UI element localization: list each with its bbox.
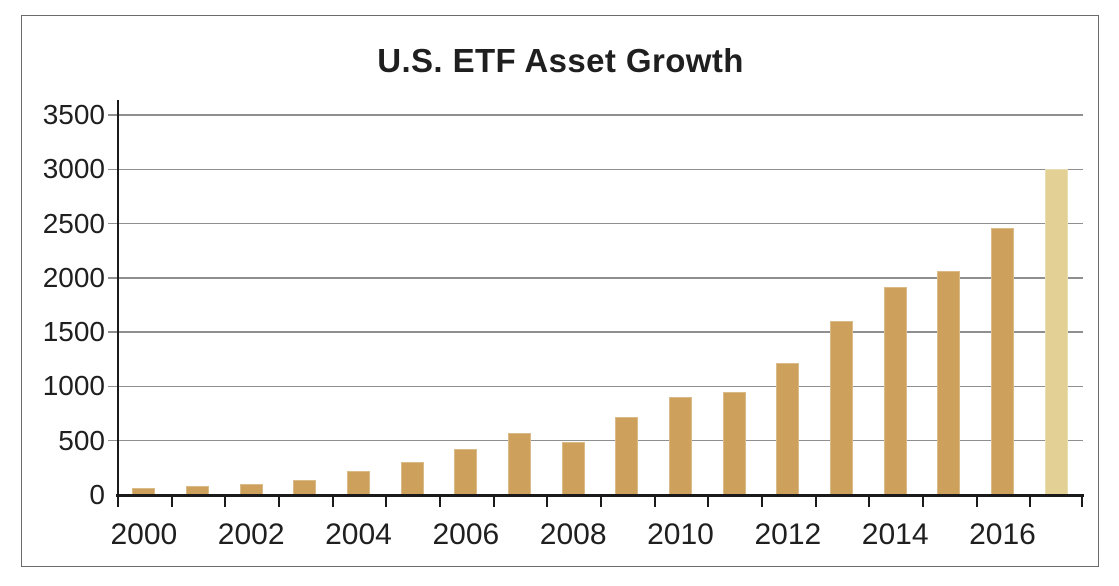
x-tick: [331, 495, 334, 507]
y-axis-label-2000: 2000: [42, 261, 105, 293]
y-axis-label-2500: 2500: [42, 207, 105, 239]
y-axis-label-3500: 3500: [42, 99, 105, 130]
y-axis-labels: 0 500 1000 1500 2000 2500 3000 3500: [20, 99, 105, 510]
x-tick: [975, 495, 978, 507]
x-axis-label-2002: 2002: [217, 518, 285, 551]
bar-2013[interactable]: [830, 321, 853, 495]
x-axis-label-2012: 2012: [754, 518, 822, 551]
x-tick: [117, 495, 119, 507]
y-axis-label-500: 500: [58, 424, 105, 456]
x-tick: [385, 495, 388, 507]
bar-2009[interactable]: [615, 417, 639, 495]
x-tick: [922, 495, 924, 507]
x-tick: [761, 495, 763, 507]
x-axis-label-2008: 2008: [539, 518, 607, 551]
x-tick: [653, 495, 656, 507]
bar-2017[interactable]: [1044, 169, 1068, 495]
y-gridline-500: [108, 440, 1083, 442]
bar-2015[interactable]: [937, 271, 961, 495]
y-axis-label-3000: 3000: [42, 153, 105, 185]
bar-2016[interactable]: [991, 228, 1014, 495]
y-gridline-3000: [108, 168, 1083, 170]
bar-2014[interactable]: [883, 287, 907, 495]
x-tick: [814, 495, 817, 507]
x-tick: [546, 495, 549, 507]
x-tick: [278, 495, 280, 507]
plot-area: 2000 2002 2004 2006 2008 2010 2012 2014 2016: [108, 100, 1084, 551]
chart-border: [21, 15, 1099, 567]
bar-2011[interactable]: [722, 392, 746, 495]
x-tick: [1029, 495, 1032, 507]
x-tick: [868, 495, 871, 507]
y-gridline-1000: [108, 385, 1083, 388]
x-axis-label-2016: 2016: [969, 518, 1036, 551]
bar-2006[interactable]: [454, 449, 478, 495]
bar-2007[interactable]: [508, 432, 531, 495]
bar-2001[interactable]: [186, 485, 209, 495]
y-gridline-2500: [108, 222, 1083, 225]
bar-2012[interactable]: [776, 362, 800, 495]
x-tick: [1081, 495, 1083, 507]
x-axis-label-2004: 2004: [325, 518, 392, 551]
bar-2004[interactable]: [347, 471, 370, 495]
y-gridline-3500: [108, 114, 1083, 116]
x-tick: [600, 495, 602, 507]
bar-2002[interactable]: [239, 484, 263, 495]
x-tick: [439, 495, 441, 507]
x-tick: [707, 495, 710, 507]
y-gridline-2000: [108, 277, 1083, 279]
x-tick: [224, 495, 227, 507]
bar-2005[interactable]: [400, 462, 424, 495]
chart-title: U.S. ETF Asset Growth: [377, 42, 744, 79]
y-axis-label-1500: 1500: [42, 316, 105, 348]
y-axis-label-0: 0: [89, 479, 105, 510]
bar-2010[interactable]: [669, 397, 692, 495]
x-axis-label-2014: 2014: [861, 518, 929, 551]
bar-2000[interactable]: [132, 487, 156, 495]
y-axis-line: [117, 100, 119, 495]
bar-2003[interactable]: [293, 479, 317, 495]
x-tick: [170, 495, 173, 507]
x-tick: [492, 495, 495, 507]
bar-2008[interactable]: [561, 441, 585, 495]
y-gridline-1500: [108, 331, 1083, 333]
x-axis-label-2006: 2006: [432, 518, 500, 551]
x-axis-label-2000: 2000: [110, 518, 178, 551]
x-axis-label-2010: 2010: [647, 518, 714, 551]
y-axis-label-1000: 1000: [42, 370, 105, 402]
